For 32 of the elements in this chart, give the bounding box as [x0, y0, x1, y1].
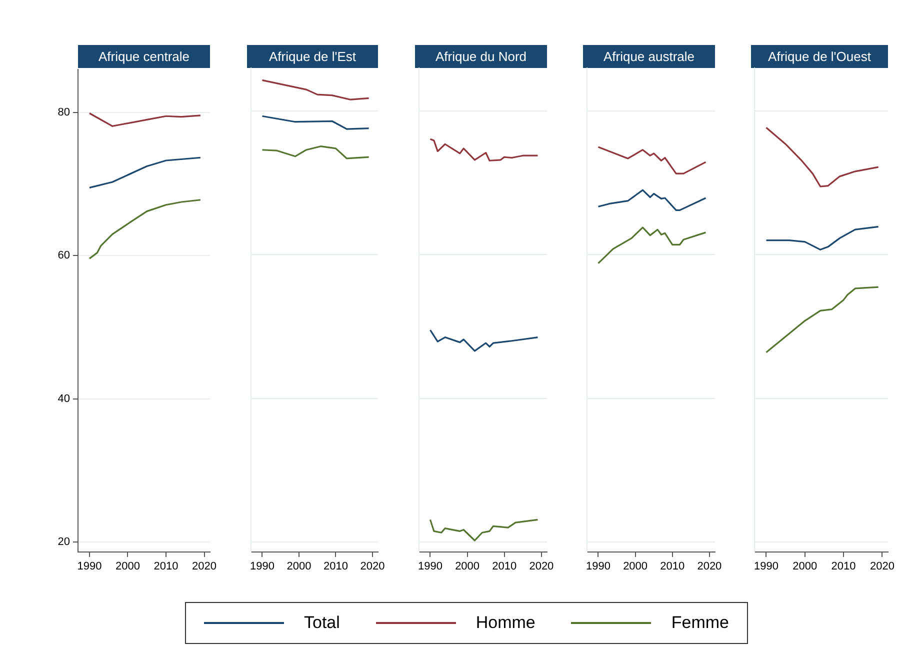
x-tick-label: 2010 — [154, 560, 178, 573]
x-tick-label: 2010 — [660, 560, 685, 573]
x-tick-label: 2000 — [286, 560, 312, 573]
chart-title: Afrique centrale — [78, 45, 210, 68]
x-tick-label: 2020 — [529, 560, 554, 573]
y-tick-label: 80 — [58, 106, 70, 119]
x-tick-label: 1990 — [418, 560, 442, 573]
chart-title: Afrique du Nord — [415, 45, 547, 68]
chart-title: Afrique de l'Ouest — [751, 45, 888, 68]
x-tick-label: 2010 — [323, 560, 348, 573]
x-tick-label: 1990 — [77, 560, 102, 573]
y-tick-label: 20 — [58, 536, 70, 548]
y-tick-label: 40 — [58, 392, 70, 405]
x-tick-label: 2010 — [831, 560, 856, 573]
legend-label: Homme — [476, 613, 536, 633]
chart-title: Afrique de l'Est — [247, 45, 378, 68]
x-tick-label: 2000 — [455, 560, 480, 573]
x-tick-label: 1990 — [586, 560, 610, 573]
chart-title: Afrique australe — [583, 45, 715, 68]
x-tick-label: 2020 — [360, 560, 385, 573]
legend-label: Total — [304, 613, 340, 633]
x-tick-label: 1990 — [754, 560, 778, 573]
x-tick-label: 2020 — [192, 560, 217, 573]
x-tick-label: 2010 — [492, 560, 517, 573]
x-tick-label: 1990 — [250, 560, 274, 573]
legend-label: Femme — [671, 613, 729, 633]
x-tick-label: 2020 — [870, 560, 894, 573]
x-tick-label: 2000 — [792, 560, 818, 573]
y-tick-label: 60 — [58, 250, 70, 262]
x-tick-label: 2000 — [623, 560, 648, 573]
x-tick-label: 2000 — [115, 560, 140, 573]
x-tick-label: 2020 — [697, 560, 722, 573]
